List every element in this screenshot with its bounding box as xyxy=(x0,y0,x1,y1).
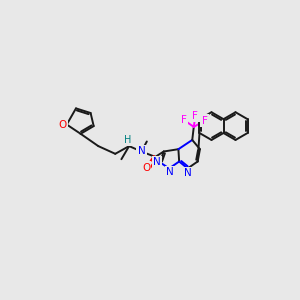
Text: N: N xyxy=(184,168,191,178)
Text: N: N xyxy=(166,167,174,177)
Text: O: O xyxy=(59,119,67,130)
Text: O: O xyxy=(142,163,150,173)
Text: F: F xyxy=(192,111,198,121)
Text: F: F xyxy=(202,116,208,126)
Text: F: F xyxy=(181,115,187,125)
Text: N: N xyxy=(138,146,145,157)
Text: N: N xyxy=(153,157,161,167)
Text: H: H xyxy=(124,135,131,145)
